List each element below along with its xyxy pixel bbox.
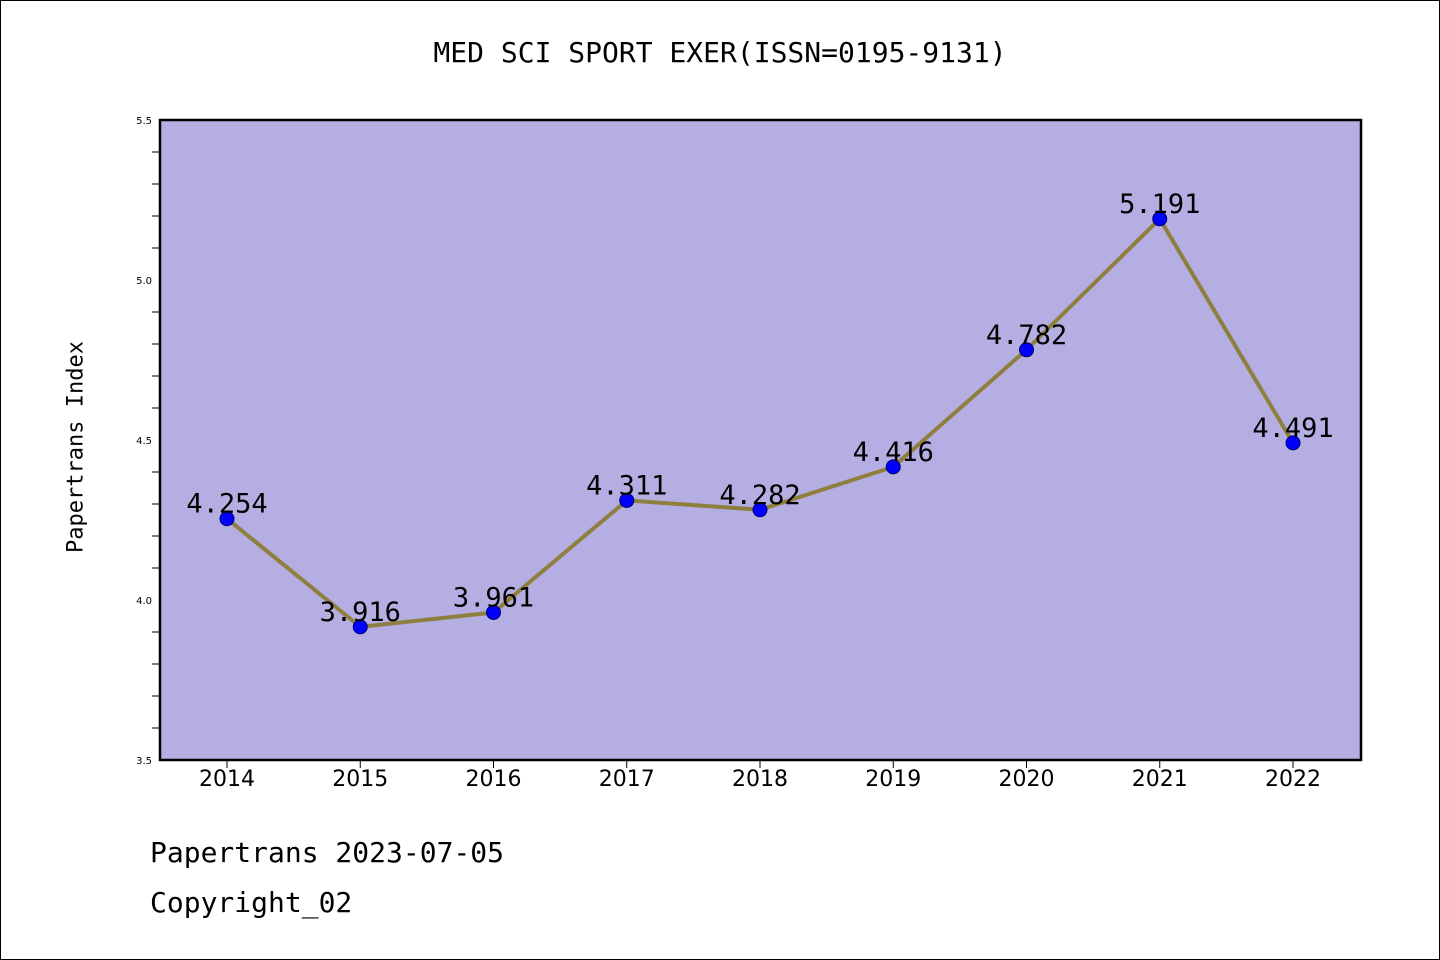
data-point — [619, 492, 635, 508]
data-point — [486, 604, 501, 620]
data-point — [885, 459, 901, 475]
x-tick-label: 2019 — [865, 767, 921, 792]
y-tick-label: 4.0 — [136, 596, 152, 607]
data-label: 4.491 — [1252, 413, 1333, 444]
data-label: 4.782 — [986, 320, 1067, 351]
y-tick-label: 3.5 — [136, 756, 152, 767]
x-tick-label: 2022 — [1265, 767, 1321, 792]
data-label: 3.916 — [320, 597, 401, 628]
x-tick-label: 2018 — [732, 767, 788, 792]
y-tick-label: 4.5 — [136, 436, 152, 447]
data-label: 3.961 — [453, 582, 534, 613]
data-label: 4.254 — [186, 489, 267, 520]
data-point — [752, 502, 768, 518]
x-tick-label: 2020 — [999, 767, 1055, 792]
x-tick-label: 2021 — [1132, 767, 1188, 792]
x-tick-label: 2015 — [332, 767, 388, 792]
data-point — [219, 511, 235, 527]
data-label: 5.191 — [1119, 189, 1200, 220]
data-point — [1285, 435, 1301, 451]
plot-area — [160, 120, 1361, 760]
data-point — [1152, 211, 1168, 227]
data-point — [352, 619, 368, 635]
plot-border — [158, 118, 1363, 762]
footer-date-line: Papertrans 2023-07-05 — [150, 836, 505, 869]
footer-copyright-line: Copyright_02 — [150, 886, 353, 919]
y-tick-label: 5.5 — [136, 116, 152, 127]
chart-title: MED SCI SPORT EXER(ISSN=0195-9131) — [433, 36, 1007, 69]
y-tick-label: 5.0 — [136, 276, 152, 287]
data-label: 4.282 — [719, 480, 800, 511]
data-label: 4.311 — [586, 470, 667, 501]
data-point — [1019, 342, 1034, 358]
x-tick-label: 2016 — [466, 767, 522, 792]
data-label: 4.416 — [853, 437, 934, 468]
x-tick-label: 2014 — [199, 767, 255, 792]
x-tick-label: 2017 — [599, 767, 655, 792]
